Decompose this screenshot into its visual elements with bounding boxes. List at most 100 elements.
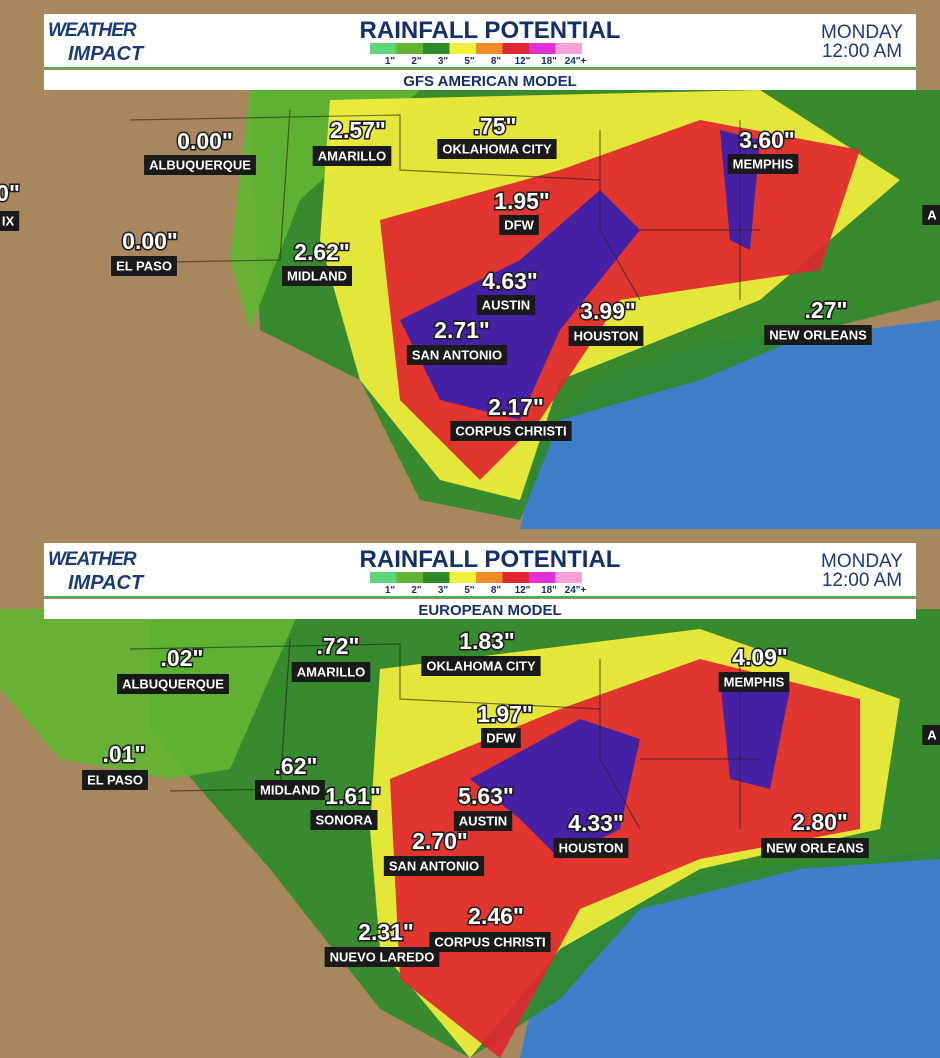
state-borders [129, 109, 760, 301]
legend-label: 1" [385, 56, 396, 67]
day: MONDAY [821, 22, 903, 43]
legend-swatch [502, 43, 529, 54]
model-name: EUROPEAN MODEL [418, 602, 561, 619]
header-accent [44, 596, 916, 598]
city-name: CORPUS CHRISTI [455, 423, 566, 438]
city-name-box [0, 211, 20, 231]
city-name: ALBUQUERQUE [149, 157, 251, 172]
rainfall-amount: 1.61" [325, 783, 381, 809]
legend-label: 1" [385, 585, 396, 596]
rainfall-amount: .27" [805, 297, 848, 323]
legend-label: 2" [411, 56, 422, 67]
rainfall-amount: .01" [103, 741, 146, 767]
title: RAINFALL POTENTIAL [360, 17, 621, 44]
time: 12:00 AM [822, 41, 902, 62]
rainfall-area [470, 719, 640, 859]
city-name-box [922, 205, 940, 225]
logo-line1: WEATHER [48, 549, 137, 570]
city-name-box [922, 725, 940, 745]
rainfall-amount: 0" [0, 180, 20, 206]
title: RAINFALL POTENTIAL [360, 546, 621, 573]
legend-swatch [396, 572, 423, 583]
legend-label: 12" [515, 56, 531, 67]
city-name-box [117, 674, 229, 694]
city-name: NEW ORLEANS [766, 840, 864, 855]
rainfall-amount: 1.83" [459, 628, 515, 654]
logo-line2: IMPACT [68, 43, 145, 65]
city-name-box [450, 421, 572, 441]
city-name: A [927, 207, 937, 222]
city-name-box [727, 154, 799, 174]
rainfall-amount: 3.99" [580, 298, 636, 324]
legend-label: 24"+ [565, 585, 587, 596]
city-name: HOUSTON [574, 328, 639, 343]
city-name: AMARILLO [297, 664, 366, 679]
city-name: CORPUS CHRISTI [434, 934, 545, 949]
city-name: HOUSTON [559, 840, 624, 855]
city-name-box [282, 266, 352, 286]
legend-swatch [555, 43, 582, 54]
logo-line2: IMPACT [68, 572, 145, 594]
city-name: MEMPHIS [724, 674, 785, 689]
model-name: GFS AMERICAN MODEL [403, 73, 577, 90]
model-bar [44, 70, 916, 90]
header-accent [44, 67, 916, 69]
rainfall-amount: 2.62" [294, 239, 350, 265]
city-name: NUEVO LAREDO [330, 949, 435, 964]
city-name: DFW [504, 217, 534, 232]
city-name-box [291, 662, 371, 682]
city-name-box [406, 345, 508, 365]
city-name-box [481, 728, 521, 748]
legend-label: 8" [491, 585, 502, 596]
city-name: AUSTIN [482, 297, 530, 312]
city-name: DFW [486, 730, 516, 745]
rainfall-amount: 0.00" [177, 128, 233, 154]
day: MONDAY [821, 551, 903, 572]
rainfall-amount: 2.70" [412, 828, 468, 854]
legend-swatch [449, 43, 476, 54]
time: 12:00 AM [822, 570, 902, 591]
legend-swatch [529, 572, 556, 583]
city-name: ALBUQUERQUE [122, 676, 224, 691]
rainfall-amount: 4.33" [568, 810, 624, 836]
legend-label: 3" [438, 585, 449, 596]
rainfall-amount: 1.97" [477, 701, 533, 727]
rainfall-area [230, 90, 420, 330]
city-name-box [421, 656, 541, 676]
city-name-box [553, 838, 629, 858]
legend-label: 18" [541, 585, 557, 596]
rainfall-amount: .62" [275, 753, 318, 779]
rainfall-amount: 2.71" [434, 317, 490, 343]
city-name-box [718, 672, 790, 692]
rainfall-amount: 1.95" [494, 188, 550, 214]
city-name-box [437, 139, 557, 159]
legend-swatch [476, 572, 503, 583]
legend-label: 5" [464, 56, 475, 67]
city-name: OKLAHOMA CITY [426, 658, 536, 673]
city-name: AUSTIN [459, 813, 507, 828]
city-name: MIDLAND [287, 268, 347, 283]
model-bar [44, 599, 916, 619]
city-name-box [568, 326, 644, 346]
legend-label: 2" [411, 585, 422, 596]
city-name: A [927, 727, 937, 742]
legend-label: 12" [515, 585, 531, 596]
city-name: IX [2, 213, 15, 228]
city-name: MEMPHIS [733, 156, 794, 171]
rainfall-amount: 2.17" [488, 394, 544, 420]
city-name: MIDLAND [260, 782, 320, 797]
city-name-box [764, 325, 872, 345]
city-name: OKLAHOMA CITY [442, 141, 552, 156]
city-name-box [476, 295, 536, 315]
city-name: AMARILLO [318, 148, 387, 163]
rainfall-amount: .72" [317, 633, 360, 659]
city-name: SAN ANTONIO [412, 347, 502, 362]
logo-line1: WEATHER [48, 20, 137, 41]
legend-swatch [370, 43, 397, 54]
legend-swatch [555, 572, 582, 583]
city-name: SAN ANTONIO [389, 858, 479, 873]
city-name-box [82, 770, 148, 790]
legend-swatch [449, 572, 476, 583]
rainfall-amount: .02" [161, 645, 204, 671]
